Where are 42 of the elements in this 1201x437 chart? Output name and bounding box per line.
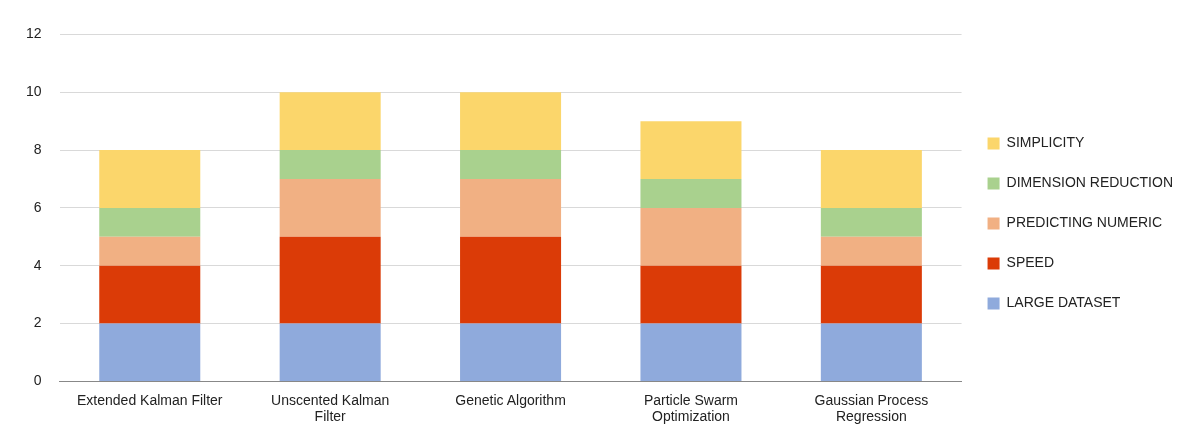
legend-label: PREDICTING NUMERIC	[1006, 214, 1163, 231]
legend-label: LARGE DATASET	[1006, 294, 1121, 311]
bar	[820, 265, 922, 324]
legend-label: SIMPLICITY	[1006, 134, 1086, 151]
bar	[460, 236, 562, 324]
legend-label: SPEED	[1006, 254, 1055, 271]
bar	[640, 265, 742, 324]
y-tick-label: 6	[33, 198, 42, 215]
bar	[279, 178, 381, 237]
bar	[640, 207, 742, 266]
y-tick-label: 2	[33, 314, 42, 331]
bar	[99, 265, 201, 324]
bar	[279, 92, 381, 151]
bar	[99, 207, 201, 237]
bar	[279, 150, 381, 179]
bar	[820, 236, 922, 266]
x-tick-label: Genetic Algorithm	[455, 391, 566, 408]
bar	[279, 323, 381, 381]
bar	[279, 236, 381, 324]
y-tick-label: 10	[25, 83, 42, 100]
x-tick-label: Unscented Kalman Filter	[271, 391, 390, 425]
bar	[460, 323, 562, 381]
y-tick-label: 12	[25, 25, 42, 42]
bar	[640, 178, 742, 208]
y-tick-label: 8	[33, 140, 42, 157]
bar	[460, 150, 562, 179]
legend-label: DIMENSION REDUCTION	[1006, 174, 1173, 191]
bar	[460, 92, 562, 151]
x-tick-label: Gaussian Process Regression	[814, 391, 929, 425]
bar	[820, 150, 922, 208]
x-tick-label: Particle Swarm Optimization	[643, 391, 739, 425]
bar	[99, 236, 201, 266]
x-tick-label: Extended Kalman Filter	[77, 391, 223, 408]
y-tick-label: 0	[33, 372, 42, 389]
bar	[820, 207, 922, 237]
bar	[99, 150, 201, 208]
bar	[460, 178, 562, 237]
bar	[99, 323, 201, 381]
bar	[640, 323, 742, 381]
bar	[820, 323, 922, 381]
y-tick-label: 4	[33, 256, 42, 273]
bar	[640, 121, 742, 179]
